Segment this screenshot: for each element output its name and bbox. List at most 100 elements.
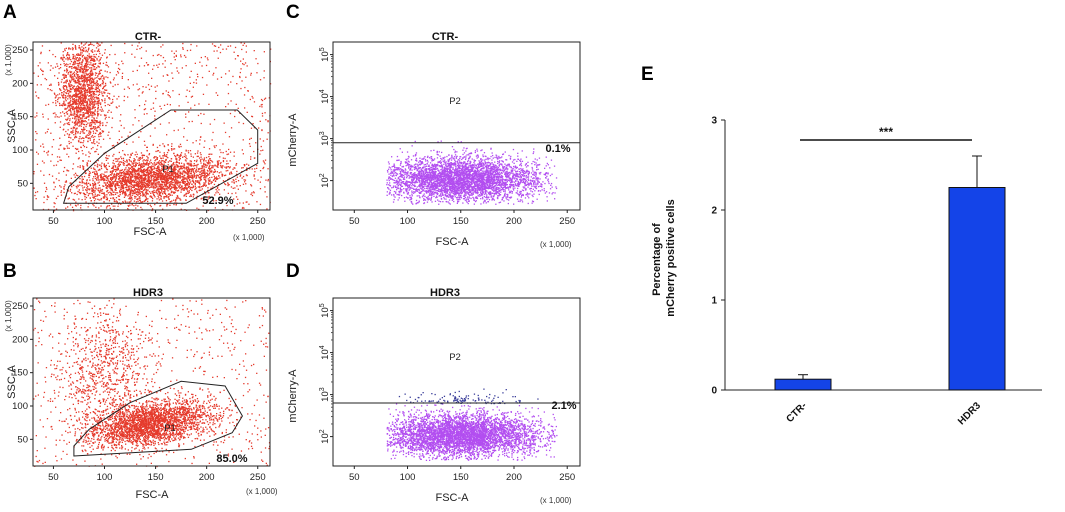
event-dot (76, 124, 78, 126)
event-dot (55, 208, 58, 210)
event-dot (205, 180, 207, 182)
event-dot (150, 183, 152, 185)
event-dot (54, 186, 56, 188)
event-dot (123, 95, 126, 98)
event-dot (125, 185, 128, 187)
event-dot (64, 48, 66, 50)
event-dot (207, 170, 209, 172)
event-dot (145, 187, 147, 189)
event-dot (91, 85, 93, 87)
event-dot (167, 91, 170, 93)
event-dot (147, 173, 149, 175)
event-dot (113, 163, 115, 165)
event-dot (100, 106, 102, 108)
event-dot (81, 63, 83, 65)
event-dot (44, 132, 47, 134)
panel-a-y-label: SSC-A (6, 109, 18, 143)
event-dot (177, 174, 179, 176)
event-dot (202, 185, 205, 187)
event-dot (108, 97, 110, 99)
event-dot (129, 160, 131, 162)
event-dot (78, 181, 81, 183)
event-dot (136, 180, 138, 183)
event-dot (250, 72, 252, 74)
event-dot (122, 178, 124, 180)
event-dot (115, 106, 117, 108)
event-dot (135, 178, 137, 180)
event-dot (128, 173, 130, 176)
event-dot (206, 84, 208, 86)
event-dot (216, 162, 219, 164)
event-dot (97, 198, 99, 200)
event-dot (227, 182, 229, 184)
event-dot (98, 60, 100, 62)
event-dot (97, 121, 99, 123)
event-dot (189, 181, 192, 183)
event-dot (222, 152, 224, 154)
event-dot (114, 180, 117, 182)
event-dot (57, 195, 59, 197)
event-dot (85, 69, 87, 71)
event-dot (171, 178, 173, 181)
event-dot (195, 175, 198, 177)
event-dot (84, 87, 86, 90)
event-dot (118, 157, 120, 160)
event-dot (71, 95, 73, 97)
panel-a-letter: A (3, 2, 17, 23)
panel-b-title: HDR3 (133, 287, 163, 299)
event-dot (201, 65, 203, 67)
event-dot (92, 84, 94, 86)
event-dot (102, 196, 105, 198)
event-dot (87, 137, 89, 140)
event-dot (166, 195, 168, 197)
event-dot (246, 65, 248, 67)
event-dot (101, 192, 103, 194)
event-dot (191, 177, 193, 180)
event-dot (182, 175, 184, 178)
event-dot (168, 178, 171, 180)
event-dot (112, 197, 114, 199)
event-dot (144, 163, 147, 165)
event-dot (75, 47, 77, 49)
event-dot (138, 173, 140, 175)
event-dot (80, 125, 82, 127)
event-dot (76, 53, 78, 56)
event-dot (90, 88, 92, 90)
x-tick-label-3: 200 (199, 216, 215, 227)
event-dot (90, 67, 92, 69)
event-dot (96, 57, 98, 60)
event-dot (96, 81, 98, 83)
event-dot (208, 70, 210, 72)
event-dot (150, 123, 152, 125)
event-dot (127, 164, 129, 166)
event-dot (104, 102, 106, 104)
event-dot (175, 55, 177, 57)
event-dot (119, 171, 121, 173)
event-dot (36, 191, 39, 193)
event-dot (164, 181, 167, 183)
event-dot (183, 136, 185, 138)
event-dot (107, 111, 109, 113)
event-dot (139, 188, 141, 190)
event-dot (83, 83, 85, 85)
event-dot (101, 130, 103, 132)
event-dot (151, 200, 154, 202)
event-dot (88, 174, 91, 177)
event-dot (209, 167, 211, 169)
event-dot (143, 168, 146, 170)
event-dot (94, 66, 96, 68)
event-dot (156, 180, 158, 182)
event-dot (100, 199, 102, 201)
event-dot (65, 92, 68, 95)
event-dot (52, 53, 54, 56)
event-dot (60, 42, 62, 44)
event-dot (77, 100, 79, 102)
event-dot (230, 186, 233, 188)
event-dot (72, 49, 74, 51)
event-dot (128, 167, 130, 169)
event-dot (76, 75, 78, 77)
event-dot (159, 205, 161, 207)
event-dot (190, 170, 193, 172)
event-dot (98, 101, 100, 103)
event-dot (199, 183, 201, 185)
